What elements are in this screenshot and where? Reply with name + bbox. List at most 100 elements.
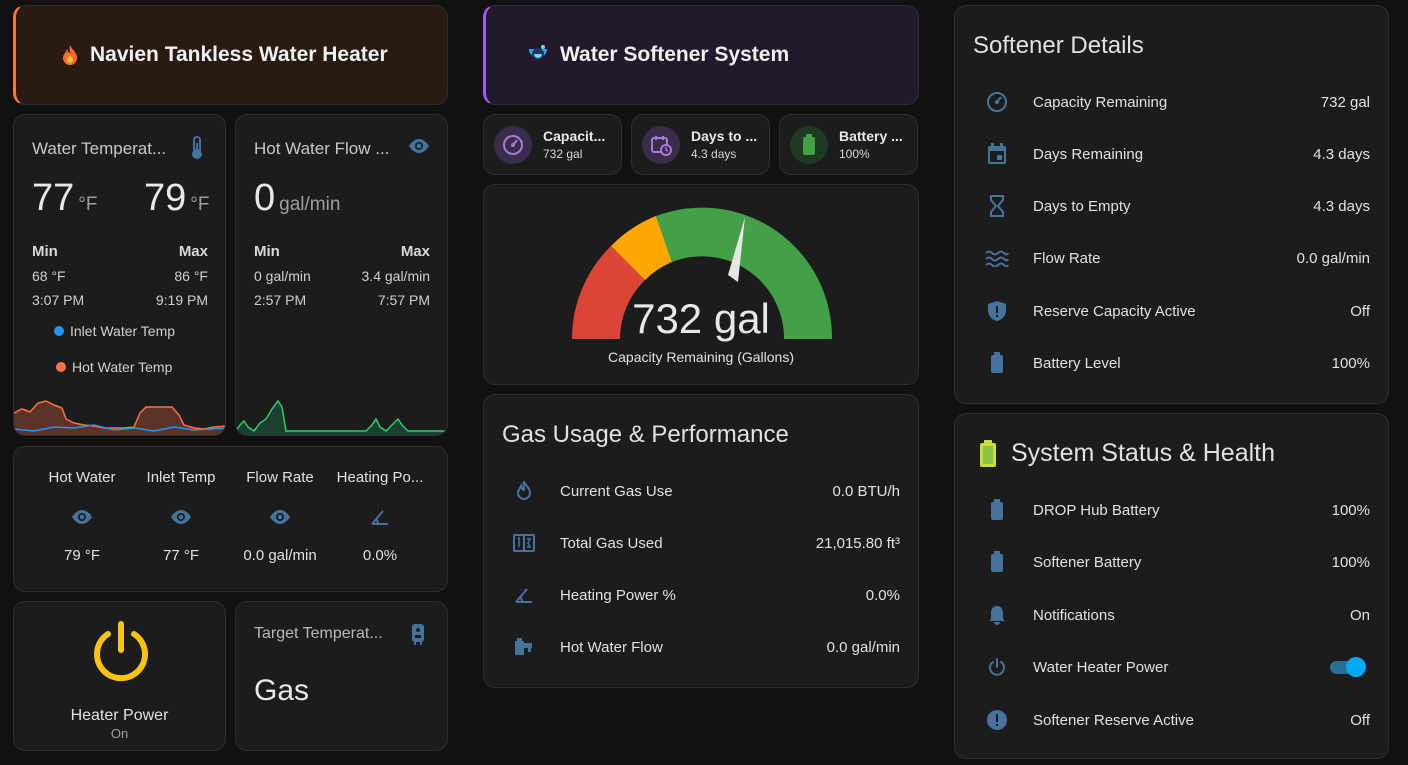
row-value: 100% (1331, 501, 1370, 519)
gauge-value: 732 gal (632, 295, 770, 342)
detail-row-flow-rate[interactable]: Flow Rate 0.0 gal/min (955, 232, 1388, 284)
battery-icon (790, 125, 828, 164)
tile-battery[interactable]: Battery ... 100% (779, 114, 918, 175)
glance-card: Hot Water 79 °F Inlet Temp 77 °F Flow Ra… (13, 446, 448, 592)
flow-value: 0 (254, 177, 276, 219)
row-value: 100% (1331, 354, 1370, 372)
navien-header-title: Navien Tankless Water Heater (90, 43, 388, 66)
max-time: 9:19 PM (155, 292, 208, 308)
power-icon (91, 620, 151, 682)
glance-label: Inlet Temp (146, 469, 216, 486)
status-row-drop-hub-battery[interactable]: DROP Hub Battery 100% (955, 484, 1388, 536)
softener-header-title: Water Softener System (560, 43, 790, 66)
status-row-softener-reserve[interactable]: Softener Reserve Active Off (955, 694, 1388, 746)
row-value: On (1349, 606, 1370, 624)
heater-power-state: On (110, 726, 129, 741)
glance-label: Heating Po... (336, 469, 424, 486)
hot-temp-unit: °F (190, 194, 210, 215)
row-value: Off (1350, 302, 1370, 320)
row-name: Heating Power % (560, 586, 676, 604)
target-temperature-card[interactable]: Target Temperat... Gas (235, 601, 448, 751)
legend-inlet[interactable]: Inlet Water Temp (54, 323, 175, 339)
water-softener-icon (526, 44, 550, 66)
gauge-segment-red (571, 246, 645, 339)
angle-acute-icon (504, 586, 544, 604)
eye-icon (32, 508, 132, 526)
gauge-label: Capacity Remaining (Gallons) (608, 349, 794, 365)
tile-value: 732 gal (543, 147, 583, 161)
row-value: Off (1350, 711, 1370, 729)
detail-row-reserve-capacity[interactable]: Reserve Capacity Active Off (955, 285, 1388, 337)
target-temp-value: Gas (254, 674, 310, 707)
water-temp-title: Water Temperat... (32, 139, 167, 158)
min-value: 68 °F (32, 268, 66, 284)
gas-row-hot-water-flow[interactable]: Hot Water Flow 0.0 gal/min (484, 621, 918, 673)
detail-row-battery-level[interactable]: Battery Level 100% (955, 337, 1388, 389)
tile-name: Capacit... (543, 128, 606, 144)
inlet-temp-unit: °F (78, 194, 98, 215)
row-value: 4.3 days (1313, 145, 1370, 163)
row-value: 21,015.80 ft³ (815, 534, 900, 552)
row-name: Total Gas Used (560, 534, 663, 552)
heater-power-label: Heater Power (70, 707, 169, 724)
tile-capacity[interactable]: Capacit... 732 gal (483, 114, 622, 175)
min-time: 3:07 PM (32, 292, 85, 308)
row-name: Days to Empty (1033, 197, 1131, 215)
status-row-softener-battery[interactable]: Softener Battery 100% (955, 536, 1388, 588)
detail-row-capacity[interactable]: Capacity Remaining 732 gal (955, 76, 1388, 128)
flow-max-time: 7:57 PM (377, 292, 430, 308)
glance-value: 0.0 gal/min (243, 547, 317, 564)
legend-hot-dot (56, 362, 66, 372)
toggle-thumb (1346, 657, 1366, 677)
row-name: Days Remaining (1033, 145, 1144, 163)
row-name: Capacity Remaining (1033, 93, 1168, 111)
flow-unit: gal/min (279, 194, 341, 215)
row-name: Hot Water Flow (560, 638, 663, 656)
row-name: Water Heater Power (1033, 658, 1169, 676)
min-label: Min (32, 243, 58, 260)
glance-item-inlet-temp[interactable]: Inlet Temp 77 °F (131, 469, 231, 564)
tile-days-to[interactable]: Days to ... 4.3 days (631, 114, 770, 175)
battery-charging-icon (979, 439, 997, 468)
flow-min-time: 2:57 PM (254, 292, 307, 308)
detail-row-days-remaining[interactable]: Days Remaining 4.3 days (955, 128, 1388, 180)
water-heater-power-toggle[interactable] (1328, 656, 1366, 678)
row-value: 0.0 BTU/h (832, 482, 900, 500)
hourglass-icon (977, 195, 1017, 217)
gas-row-total-used[interactable]: Total Gas Used 21,015.80 ft³ (484, 517, 918, 569)
shield-alert-icon (977, 300, 1017, 322)
system-status-card: System Status & Health DROP Hub Battery … (954, 413, 1389, 759)
flow-sparkline (236, 399, 447, 435)
system-status-header: System Status & Health (979, 439, 1275, 468)
status-row-water-heater-power[interactable]: Water Heater Power (955, 641, 1388, 693)
gas-row-heating-power[interactable]: Heating Power % 0.0% (484, 569, 918, 621)
row-name: Softener Reserve Active (1033, 711, 1194, 729)
hot-water-flow-card[interactable]: Hot Water Flow ... 0 gal/min Min Max 0 ga… (235, 114, 448, 436)
glance-item-hot-water[interactable]: Hot Water 79 °F (32, 469, 132, 564)
tile-name: Battery ... (839, 128, 903, 144)
water-heater-icon (410, 622, 426, 646)
alert-circle-icon (977, 709, 1017, 731)
tile-name: Days to ... (691, 128, 758, 144)
heater-power-button[interactable]: Heater Power On (13, 601, 226, 751)
capacity-gauge-card[interactable]: 732 gal Capacity Remaining (Gallons) (483, 184, 919, 385)
glance-item-heating-power[interactable]: Heating Po... 0.0% (330, 469, 430, 564)
gauge-segment-green (656, 207, 833, 339)
glance-label: Flow Rate (246, 469, 314, 486)
glance-value: 79 °F (63, 547, 100, 564)
row-name: Current Gas Use (560, 482, 673, 500)
detail-row-days-to-empty[interactable]: Days to Empty 4.3 days (955, 180, 1388, 232)
row-name: Softener Battery (1033, 553, 1142, 571)
power-icon (977, 657, 1017, 677)
eye-icon (131, 508, 231, 526)
glance-item-flow-rate[interactable]: Flow Rate 0.0 gal/min (230, 469, 330, 564)
gauge-segment-yellow (611, 216, 672, 280)
bell-icon (977, 604, 1017, 626)
gas-row-current-use[interactable]: Current Gas Use 0.0 BTU/h (484, 465, 918, 517)
glance-value: 0.0% (362, 547, 398, 564)
water-temperature-card[interactable]: Water Temperat... 77 °F 79 °F Min Max 68 °… (13, 114, 226, 436)
legend-hot[interactable]: Hot Water Temp (56, 359, 172, 375)
thermometer-icon (190, 136, 204, 160)
row-value: 0.0% (865, 586, 900, 604)
status-row-notifications[interactable]: Notifications On (955, 589, 1388, 641)
